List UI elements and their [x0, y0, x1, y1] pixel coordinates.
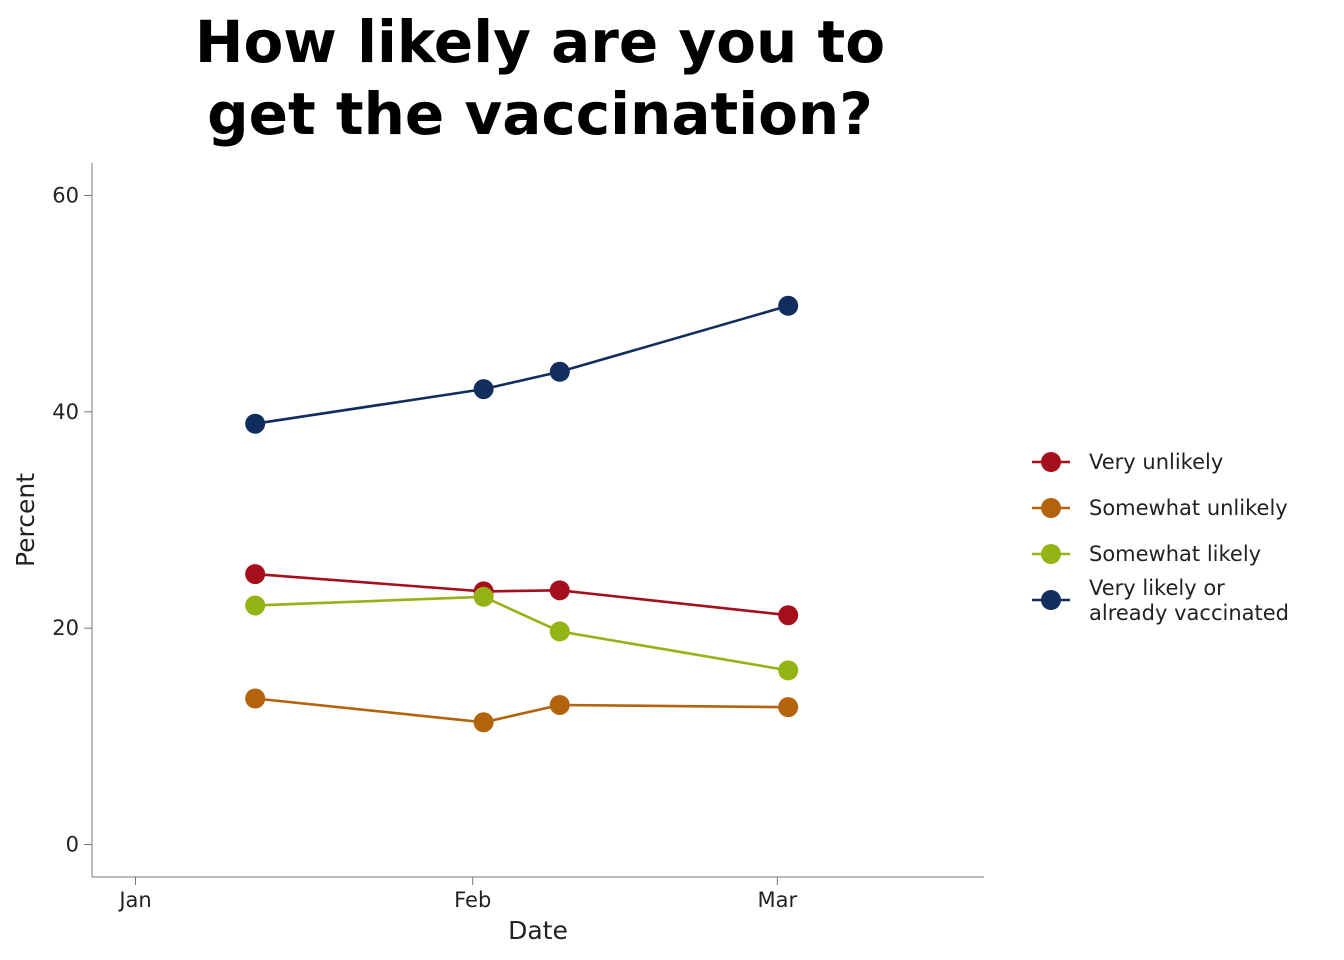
- y-tick-label: 0: [66, 833, 79, 857]
- data-point: [245, 413, 266, 434]
- legend-marker: [1041, 452, 1061, 472]
- legend-item: Somewhat unlikely: [1032, 496, 1288, 520]
- y-axis-label: Percent: [11, 473, 40, 567]
- x-axis-ticks: Jan Feb Mar: [117, 877, 797, 912]
- data-point: [245, 564, 266, 585]
- data-point: [549, 621, 570, 642]
- y-axis-ticks: 0 20 40 60: [52, 183, 92, 857]
- legend-item: Very unlikely: [1032, 450, 1223, 474]
- legend-label: Very unlikely: [1089, 450, 1223, 474]
- data-point: [245, 595, 266, 616]
- x-tick-label: Jan: [117, 888, 151, 912]
- series-layer: [245, 295, 799, 733]
- series-line: [255, 697, 789, 724]
- y-tick-label: 20: [52, 616, 79, 640]
- data-point: [778, 605, 799, 626]
- data-point: [473, 712, 494, 733]
- series-group: [245, 295, 799, 434]
- legend-marker: [1041, 590, 1061, 610]
- legend-marker: [1041, 498, 1061, 518]
- legend-marker: [1041, 544, 1061, 564]
- legend-label-line: Very likely or: [1089, 576, 1225, 600]
- series-group: [245, 688, 799, 733]
- legend-label: Somewhat unlikely: [1089, 496, 1288, 520]
- legend-label-line: already vaccinated: [1089, 601, 1289, 625]
- data-point: [549, 694, 570, 715]
- series-line: [255, 572, 789, 617]
- legend: Very unlikely Somewhat unlikely Somewhat l…: [1032, 450, 1289, 625]
- data-point: [778, 660, 799, 681]
- data-point: [778, 295, 799, 316]
- chart-title-line-2: get the vaccination?: [207, 80, 873, 148]
- series-line: [255, 595, 789, 672]
- y-tick-label: 40: [52, 400, 79, 424]
- series-line: [254, 304, 789, 426]
- x-axis-label: Date: [508, 916, 568, 945]
- legend-item: Somewhat likely: [1032, 542, 1261, 566]
- data-point: [473, 379, 494, 400]
- data-point: [778, 697, 799, 718]
- data-point: [245, 688, 266, 709]
- data-point: [549, 361, 570, 382]
- data-point: [549, 580, 570, 601]
- y-tick-label: 60: [52, 183, 79, 207]
- series-group: [245, 586, 799, 681]
- series-group: [245, 564, 799, 626]
- x-tick-label: Mar: [758, 888, 798, 912]
- x-tick-label: Feb: [454, 888, 491, 912]
- chart-title-line-1: How likely are you to: [195, 8, 885, 76]
- data-point: [473, 586, 494, 607]
- legend-label: Somewhat likely: [1089, 542, 1261, 566]
